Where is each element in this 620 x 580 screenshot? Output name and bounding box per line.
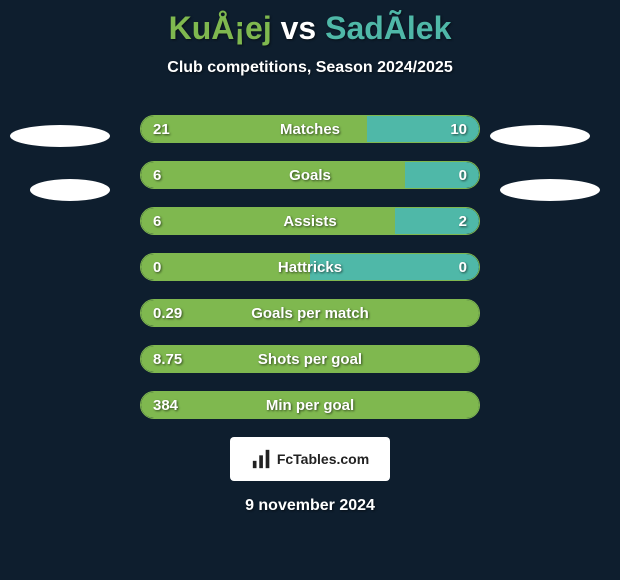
value-right: 0	[459, 254, 467, 280]
footer-badge: FcTables.com	[230, 437, 390, 481]
title-player2: SadÃ­lek	[325, 10, 451, 46]
stat-label: Goals	[141, 162, 479, 188]
stat-row: 6Assists2	[140, 207, 480, 235]
footer-date: 9 november 2024	[0, 497, 620, 515]
value-right: 10	[450, 116, 467, 142]
stat-label: Matches	[141, 116, 479, 142]
stat-label: Shots per goal	[141, 346, 479, 372]
chart-icon	[251, 448, 273, 470]
decor-ellipse	[10, 125, 110, 147]
decor-ellipse	[500, 179, 600, 201]
title-vs: vs	[281, 10, 317, 46]
stat-row: 21Matches10	[140, 115, 480, 143]
stat-row: 8.75Shots per goal	[140, 345, 480, 373]
footer-site: FcTables.com	[277, 451, 369, 467]
stat-label: Min per goal	[141, 392, 479, 418]
subtitle: Club competitions, Season 2024/2025	[0, 59, 620, 77]
decor-ellipse	[30, 179, 110, 201]
stat-row: 0.29Goals per match	[140, 299, 480, 327]
stat-label: Assists	[141, 208, 479, 234]
value-right: 0	[459, 162, 467, 188]
stat-label: Goals per match	[141, 300, 479, 326]
stat-row: 384Min per goal	[140, 391, 480, 419]
stats-container: 21Matches106Goals06Assists20Hattricks00.…	[140, 115, 480, 419]
stat-label: Hattricks	[141, 254, 479, 280]
stat-row: 0Hattricks0	[140, 253, 480, 281]
decor-ellipse	[490, 125, 590, 147]
value-right: 2	[459, 208, 467, 234]
title-player1: KuÅ¡ej	[169, 10, 272, 46]
stat-row: 6Goals0	[140, 161, 480, 189]
page-title: KuÅ¡ej vs SadÃ­lek	[0, 0, 620, 47]
